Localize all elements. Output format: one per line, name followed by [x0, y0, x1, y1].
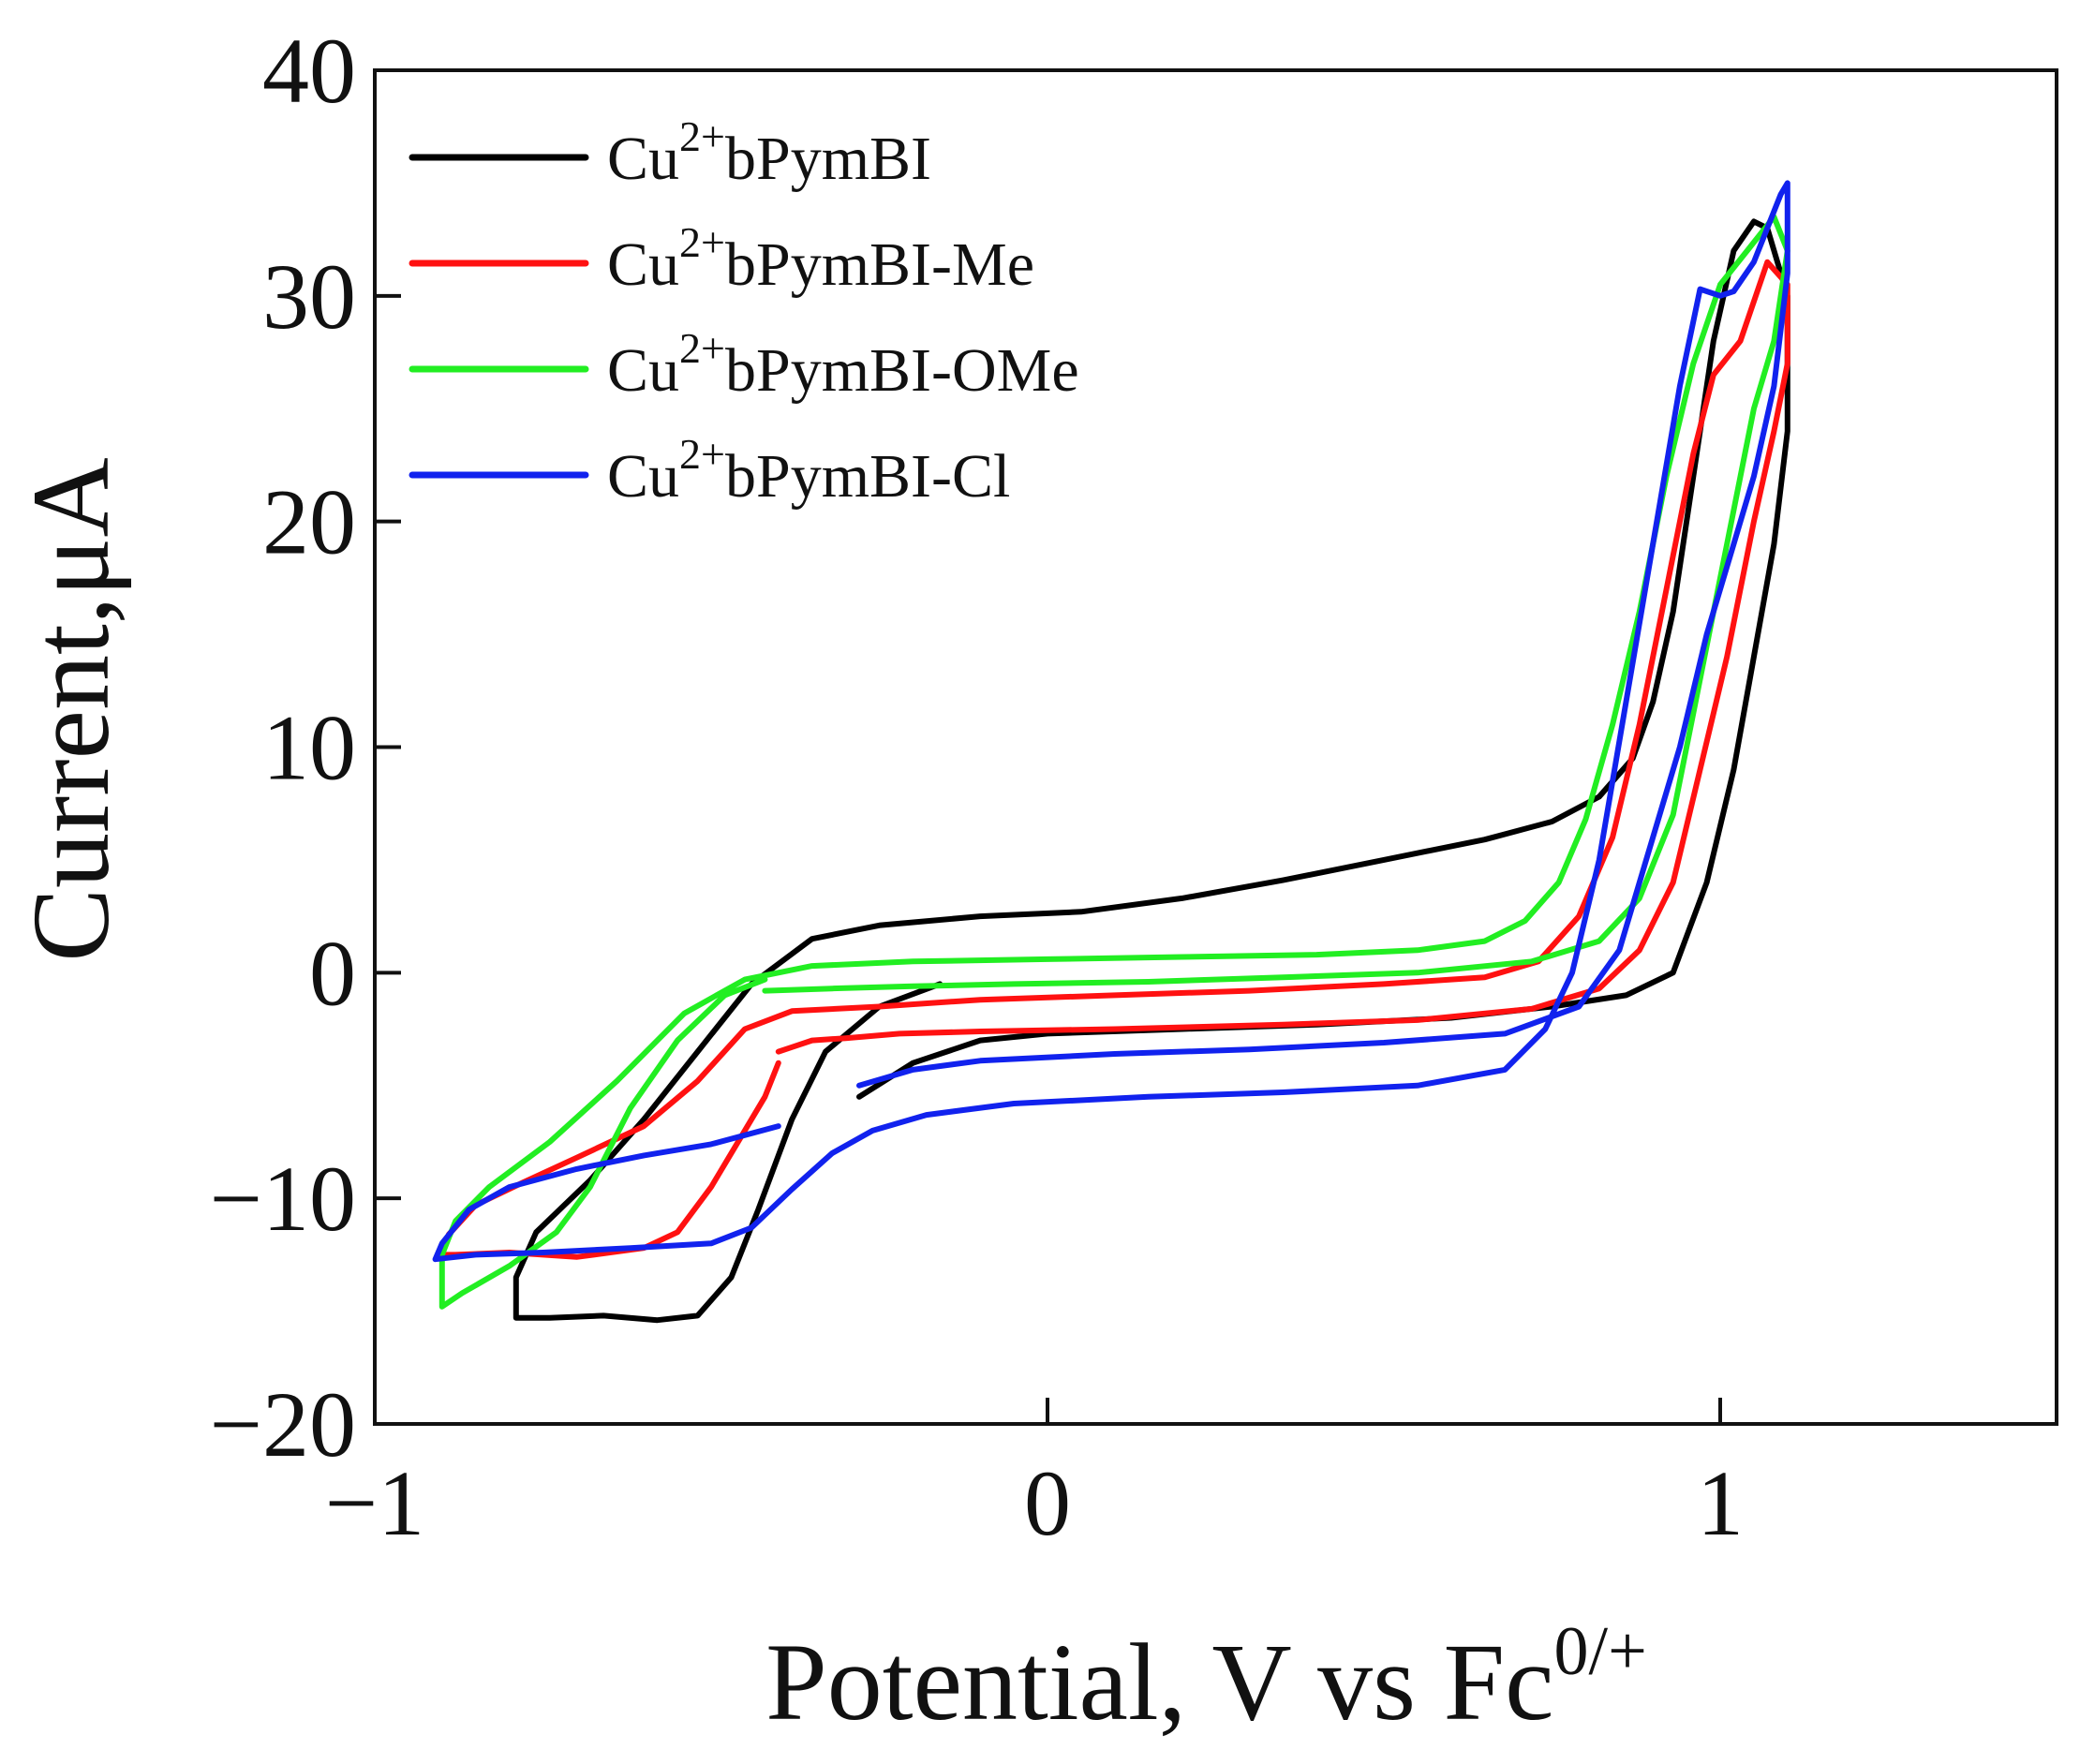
legend-item-2: Cu2+bPymBI-Me: [409, 218, 1034, 299]
legend-label-rest: bPymBI: [725, 125, 931, 193]
y-tick-label: 10: [262, 696, 356, 800]
legend-label-rest: bPymBI-OMe: [725, 336, 1079, 405]
x-axis-title: Potential, V vs Fc0/+: [765, 1613, 1647, 1743]
y-tick-label: 40: [262, 19, 356, 123]
legend-label: Cu2+bPymBI-Cl: [607, 430, 1010, 511]
legend-label-base: Cu: [607, 336, 679, 405]
series-line-1: [513, 218, 1790, 1324]
legend-label-sup: 2+: [679, 430, 725, 478]
legend-label-sup: 2+: [679, 218, 725, 266]
y-tick-label: 0: [309, 921, 356, 1025]
legend-item-1: Cu2+bPymBI: [409, 112, 931, 193]
series-line-4: [432, 180, 1790, 1263]
legend: Cu2+bPymBICu2+bPymBI-MeCu2+bPymBI-OMeCu2…: [409, 112, 1079, 511]
series-line-3: [438, 214, 1790, 1310]
legend-label-sup: 2+: [679, 112, 725, 160]
y-tick-label: −20: [210, 1372, 356, 1476]
legend-item-3: Cu2+bPymBI-OMe: [409, 324, 1079, 405]
x-tick-label: −1: [325, 1451, 424, 1555]
legend-label-base: Cu: [607, 230, 679, 299]
legend-item-4: Cu2+bPymBI-Cl: [409, 430, 1010, 511]
series-layer: [432, 180, 1790, 1324]
legend-label: Cu2+bPymBI-OMe: [607, 324, 1079, 405]
y-tick-label: 20: [262, 470, 356, 574]
y-tick-label: −10: [210, 1147, 356, 1251]
y-tick-label: 30: [262, 245, 356, 348]
legend-label-rest: bPymBI-Cl: [725, 442, 1010, 511]
y-axis-title: Current,μA: [9, 457, 132, 961]
legend-label-base: Cu: [607, 125, 679, 193]
legend-label-base: Cu: [607, 442, 679, 511]
legend-label-rest: bPymBI-Me: [725, 230, 1034, 299]
x-tick-label: 0: [1024, 1451, 1071, 1555]
x-axis-title-main: Potential, V vs Fc: [765, 1621, 1553, 1743]
x-tick-label: 1: [1697, 1451, 1744, 1555]
legend-label-sup: 2+: [679, 324, 725, 372]
legend-label: Cu2+bPymBI-Me: [607, 218, 1034, 299]
legend-label: Cu2+bPymBI: [607, 112, 931, 193]
x-axis-title-sup: 0/+: [1554, 1613, 1647, 1690]
